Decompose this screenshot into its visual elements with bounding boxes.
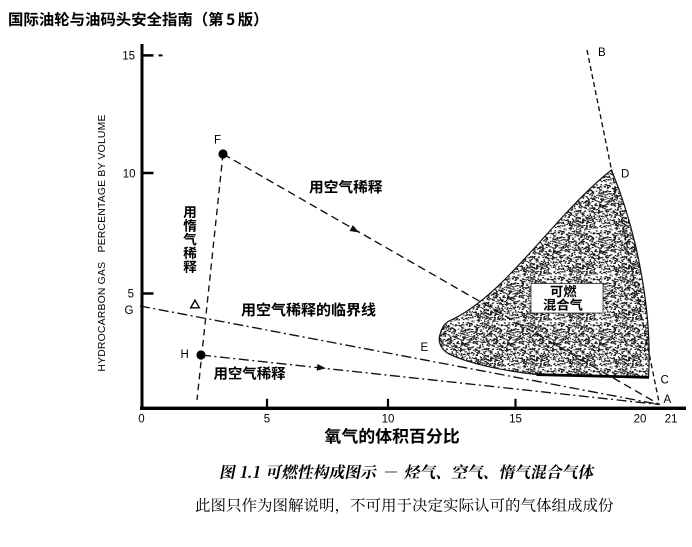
svg-text:21: 21 xyxy=(665,414,678,426)
svg-text:D: D xyxy=(621,169,629,181)
svg-text:F: F xyxy=(214,135,221,147)
svg-text:A: A xyxy=(664,394,672,406)
svg-text:0: 0 xyxy=(138,414,144,426)
svg-text:HYDROCARBON GAS PERCENTAGE B: HYDROCARBON GAS PERCENTAGE BY VOLUME xyxy=(97,114,108,371)
svg-text:C: C xyxy=(661,375,669,387)
svg-text:H: H xyxy=(181,349,189,361)
svg-text:10: 10 xyxy=(123,169,136,181)
svg-text:15: 15 xyxy=(509,414,522,426)
svg-text:5: 5 xyxy=(264,414,270,426)
svg-text:15: 15 xyxy=(122,51,135,63)
svg-text:5: 5 xyxy=(128,289,134,301)
svg-text:B: B xyxy=(598,47,606,59)
svg-text:E: E xyxy=(421,342,429,354)
svg-text:10: 10 xyxy=(382,414,395,426)
svg-text:20: 20 xyxy=(634,414,647,426)
svg-text:G: G xyxy=(125,305,134,317)
